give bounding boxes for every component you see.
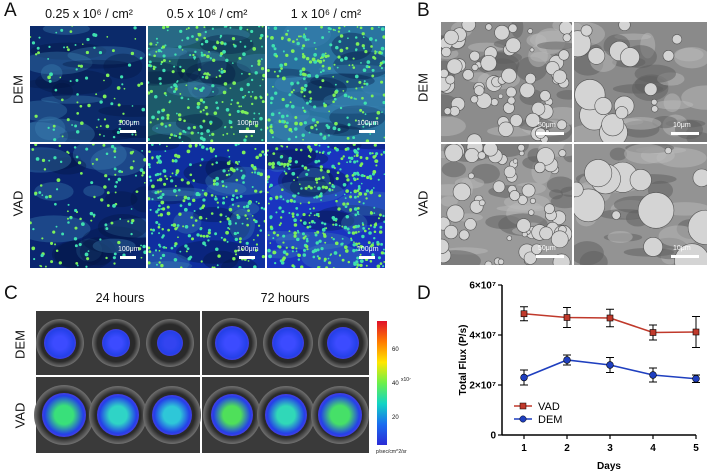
data-point-vad xyxy=(692,328,700,336)
scale-bar-label: 50μm xyxy=(538,122,556,129)
fluorescence-micrograph: 100μm xyxy=(148,144,265,268)
colorbar-tick-label: 60 xyxy=(392,347,399,353)
scale-bar xyxy=(536,255,564,258)
scale-bar-label: 100μm xyxy=(357,246,379,253)
sem-micrograph: 50μm xyxy=(441,144,572,265)
colorbar-tick-label: 20 xyxy=(392,415,399,421)
flux-line-chart: 0 2×10⁷ 4×10⁷ 6×10⁷ 1 2 3 4 5 Days Total Flux (P/s… xyxy=(458,281,700,471)
panel-b-row-label: DEM xyxy=(415,73,431,102)
x-tick-label: 5 xyxy=(693,443,699,454)
scale-bar xyxy=(359,256,375,259)
fluorescence-micrograph: 100μm xyxy=(267,26,385,142)
colorbar xyxy=(377,321,387,445)
panel-a-col-header: 0.25 x 10⁶ / cm² xyxy=(45,7,133,21)
y-axis-title: Total Flux (P/s) xyxy=(458,325,469,396)
well-signal xyxy=(36,319,84,367)
scale-bar-label: 10μm xyxy=(673,245,691,252)
scale-bar-label: 100μm xyxy=(118,120,140,127)
sem-micrograph: 10μm xyxy=(574,22,707,142)
x-tick-label: 1 xyxy=(521,443,527,454)
panel-c-row-label: VAD xyxy=(12,402,28,429)
scale-bar xyxy=(359,130,375,133)
scale-bar-label: 100μm xyxy=(237,120,259,127)
well-signal xyxy=(92,319,140,367)
well-signal xyxy=(311,386,369,444)
x-axis-title: Days xyxy=(597,461,621,471)
well-signal xyxy=(318,318,368,368)
y-tick-label: 2×10⁷ xyxy=(469,381,496,392)
sem-micrograph: 50μm xyxy=(441,22,572,142)
data-point-vad xyxy=(606,314,614,322)
well-signal xyxy=(257,386,315,444)
scale-bar xyxy=(671,132,699,135)
panel-a-letter: A xyxy=(4,0,17,21)
legend-label: VAD xyxy=(538,401,560,413)
scale-bar-label: 10μm xyxy=(673,122,691,129)
colorbar-unit: p/sec/cm^2/sr xyxy=(376,449,407,455)
data-point-dem xyxy=(606,361,614,369)
panel-b-letter: B xyxy=(417,0,430,21)
x-tick-label: 3 xyxy=(607,443,613,454)
scale-bar xyxy=(536,132,564,135)
sem-micrograph: 10μm xyxy=(574,144,707,265)
scale-bar-label: 50μm xyxy=(538,245,556,252)
well-signal xyxy=(207,318,257,368)
colorbar-tick-label: 40 xyxy=(392,381,399,387)
panel-b-row-label: VAD xyxy=(415,190,431,217)
data-point-vad xyxy=(563,314,571,321)
data-point-dem xyxy=(649,371,657,379)
data-point-vad xyxy=(649,329,657,336)
panel-c-col-header: 72 hours xyxy=(260,291,310,305)
well-signal xyxy=(263,318,313,368)
fluorescence-micrograph: 100μm xyxy=(30,26,146,142)
legend-marker xyxy=(519,402,527,410)
scale-bar xyxy=(239,130,255,133)
fluorescence-micrograph: 100μm xyxy=(267,144,385,268)
panel-c-letter: C xyxy=(4,283,18,304)
scale-bar-label: 100μm xyxy=(237,246,259,253)
legend-label: DEM xyxy=(538,414,562,426)
panel-c-row-label: DEM xyxy=(12,330,28,359)
scale-bar xyxy=(120,256,136,259)
data-point-dem xyxy=(692,375,700,383)
legend-marker xyxy=(519,415,527,423)
panel-a-col-header: 0.5 x 10⁶ / cm² xyxy=(166,7,248,21)
scale-bar xyxy=(671,255,699,258)
y-tick-label: 0 xyxy=(490,431,496,442)
data-point-dem xyxy=(563,356,571,364)
panel-a-row-label: VAD xyxy=(10,190,26,217)
data-point-vad xyxy=(520,310,528,318)
y-tick-label: 4×10⁷ xyxy=(469,331,496,342)
x-tick-label: 2 xyxy=(564,443,570,454)
scale-bar-label: 100μm xyxy=(118,246,140,253)
well-signal xyxy=(146,319,194,367)
panel-c-col-header: 24 hours xyxy=(95,291,145,305)
panel-a-row-label: DEM xyxy=(10,75,26,104)
panel-a-col-header: 1 x 10⁶ / cm² xyxy=(290,7,362,21)
scale-bar xyxy=(120,130,136,133)
well-signal xyxy=(34,385,94,445)
well-signal xyxy=(203,386,261,444)
well-signal xyxy=(143,386,201,444)
y-tick-label: 6×10⁷ xyxy=(469,281,496,292)
fluorescence-micrograph: 100μm xyxy=(148,26,265,142)
panel-d-letter: D xyxy=(417,283,431,304)
scale-bar-label: 100μm xyxy=(357,120,379,127)
scale-bar xyxy=(239,256,255,259)
x-tick-label: 4 xyxy=(650,443,656,454)
colorbar-exponent: x10⁷ xyxy=(401,377,411,383)
fluorescence-micrograph: 100μm xyxy=(30,144,146,268)
data-point-dem xyxy=(520,373,528,382)
well-signal xyxy=(89,386,147,444)
